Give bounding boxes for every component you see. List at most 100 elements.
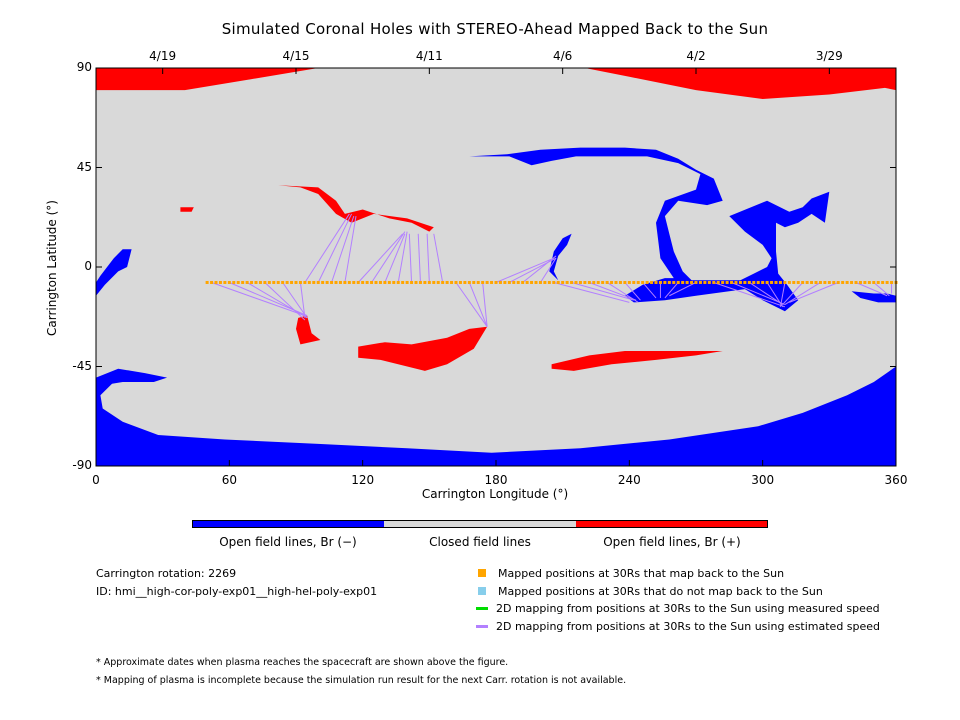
- track-point-105: [672, 280, 676, 284]
- track-point-29: [334, 280, 338, 284]
- track-point-132: [792, 280, 796, 284]
- track-point-31: [343, 280, 347, 284]
- track-point-130: [783, 280, 787, 284]
- track-point-0: [205, 280, 209, 284]
- track-point-76: [543, 280, 547, 284]
- track-point-88: [596, 280, 600, 284]
- mapping-line-16: [426, 233, 430, 283]
- negative-region-0: [96, 366, 896, 466]
- track-point-150: [872, 280, 876, 284]
- mapping-line-32: [664, 282, 679, 299]
- track-point-30: [338, 280, 342, 284]
- date-tick-label-2: 4/11: [415, 49, 443, 63]
- note-incomplete: * Mapping of plasma is incomplete becaus…: [96, 675, 627, 686]
- mapping-line-25: [553, 281, 630, 303]
- track-point-103: [663, 280, 667, 284]
- mapping-line-40: [784, 282, 821, 306]
- track-point-14: [267, 280, 271, 284]
- track-point-96: [632, 280, 636, 284]
- note-dates: * Approximate dates when plasma reaches …: [96, 657, 509, 668]
- positive-open-regions: [96, 68, 896, 371]
- track-point-7: [236, 280, 240, 284]
- mapping-line-33: [669, 282, 697, 297]
- track-point-138: [818, 280, 822, 284]
- track-point-13: [263, 280, 267, 284]
- mapping-line-43: [873, 282, 890, 297]
- mapping-line-38: [779, 282, 786, 307]
- mapping-line-36: [749, 282, 783, 306]
- legend-line-measured: [476, 606, 488, 610]
- track-point-89: [601, 280, 605, 284]
- track-point-136: [810, 280, 814, 284]
- date-tick-label-5: 3/29: [815, 49, 843, 63]
- track-point-143: [841, 280, 845, 284]
- x-tick-label-1: 60: [221, 473, 237, 487]
- x-tick-label-6: 360: [884, 473, 908, 487]
- track-point-23: [307, 280, 311, 284]
- negative-region-5: [851, 291, 896, 303]
- axes: [95, 67, 897, 467]
- track-point-112: [703, 280, 707, 284]
- track-point-34: [356, 280, 360, 284]
- mapping-line-35: [731, 282, 786, 306]
- track-point-118: [730, 280, 734, 284]
- track-point-66: [498, 280, 502, 284]
- positive-region-4: [296, 315, 321, 345]
- track-point-3: [218, 280, 222, 284]
- legend-swatch-mapped: [478, 569, 486, 577]
- track-point-77: [547, 280, 551, 284]
- track-point-139: [823, 280, 827, 284]
- negative-region-4: [549, 233, 572, 281]
- positive-region-1: [584, 68, 896, 99]
- track-point-53: [441, 280, 445, 284]
- y-tick-label-3: -45: [72, 358, 92, 373]
- mapping-line-20: [482, 282, 488, 327]
- mapping-line-21: [495, 257, 554, 283]
- track-point-36: [365, 280, 369, 284]
- track-point-82: [570, 280, 574, 284]
- track-point-32: [347, 280, 351, 284]
- y-tick-label-1: 45: [76, 159, 92, 174]
- y-tick-label-2: 0: [84, 259, 92, 273]
- track-point-37: [370, 280, 374, 284]
- track-point-75: [538, 280, 542, 284]
- mapping-line-42: [855, 282, 888, 297]
- track-point-107: [681, 280, 685, 284]
- track-point-119: [734, 280, 738, 284]
- track-point-68: [507, 280, 511, 284]
- legend-label-measured: 2D mapping from positions at 30Rs to the…: [496, 601, 880, 615]
- mapping-line-17: [433, 233, 444, 283]
- track-point-95: [627, 280, 631, 284]
- track-point-91: [610, 280, 614, 284]
- track-point-71: [521, 280, 525, 284]
- track-point-64: [490, 280, 494, 284]
- mapping-line-18: [455, 282, 488, 327]
- track-point-51: [432, 280, 436, 284]
- track-point-122: [747, 280, 751, 284]
- track-point-147: [858, 280, 862, 284]
- run-id: ID: hmi__high-cor-poly-exp01__high-hel-p…: [96, 585, 378, 598]
- mapping-line-34: [713, 282, 786, 308]
- legend-item-estimated: 2D mapping from positions at 30Rs to the…: [476, 619, 880, 633]
- track-point-100: [650, 280, 654, 284]
- mapping-line-19: [468, 282, 488, 327]
- mapping-line-7: [317, 213, 353, 283]
- track-point-47: [414, 280, 418, 284]
- track-point-21: [298, 280, 302, 284]
- track-point-135: [805, 280, 809, 284]
- date-tick-label-0: 4/19: [149, 49, 177, 63]
- legend-item-mapped: Mapped positions at 30Rs that map back t…: [478, 566, 784, 580]
- colorbar-positive: [575, 521, 767, 527]
- track-point-114: [712, 280, 716, 284]
- track-point-55: [450, 280, 454, 284]
- mapping-line-0: [211, 282, 306, 317]
- mapping-line-37: [766, 282, 784, 308]
- track-point-102: [658, 280, 662, 284]
- track-point-11: [254, 280, 258, 284]
- track-point-16: [276, 280, 280, 284]
- date-tick-label-4: 4/2: [686, 49, 706, 63]
- negative-region-2: [469, 147, 830, 312]
- track-point-38: [374, 280, 378, 284]
- track-point-39: [378, 280, 382, 284]
